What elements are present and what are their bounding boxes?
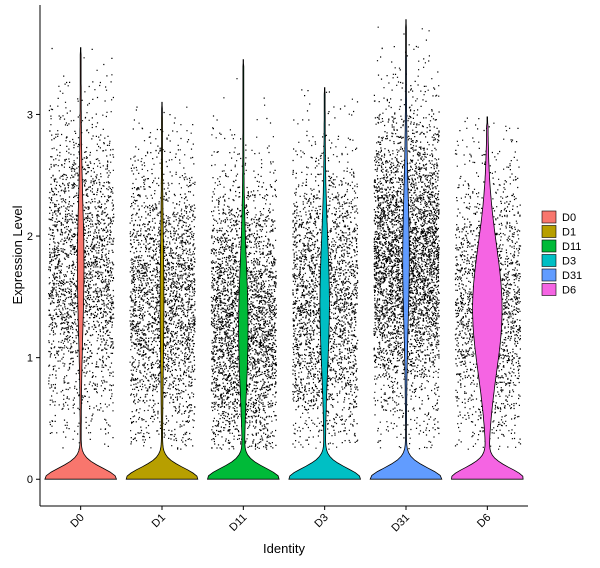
y-ticks: 0 1 2 3: [27, 109, 40, 486]
x-tick-label: D0: [68, 512, 86, 530]
y-axis-title: Expression Level: [10, 205, 25, 304]
y-tick-label: 2: [27, 231, 33, 243]
legend-label: D0: [562, 212, 576, 224]
violin-D0: [44, 47, 118, 480]
y-tick-label: 0: [27, 474, 33, 486]
legend-key-D0: [541, 210, 557, 224]
legend-label: D6: [562, 285, 576, 297]
x-axis-title: Identity: [263, 541, 305, 556]
jitter-points-D6: [454, 117, 522, 450]
violin-D3: [288, 87, 362, 480]
legend-key-D11: [541, 239, 557, 253]
x-tick-label: D6: [475, 512, 493, 530]
x-tick-label: D11: [227, 512, 249, 534]
y-tick-label: 1: [27, 353, 33, 365]
legend-label: D11: [562, 241, 581, 253]
x-ticks: D0 D1 D11 D3 D31 D6: [68, 506, 493, 534]
violins: [44, 19, 524, 480]
violin-D1: [125, 101, 199, 480]
legend-label: D1: [562, 227, 576, 239]
violin-D31: [369, 19, 443, 480]
jitter-points-D0: [48, 47, 115, 450]
legend-key-D3: [541, 254, 557, 267]
y-tick-label: 3: [27, 109, 33, 121]
x-tick-label: D31: [389, 512, 412, 535]
x-tick-label: D3: [312, 512, 330, 530]
violin-D11: [206, 59, 280, 480]
legend-key-D31: [541, 268, 557, 282]
legend-key-D1: [541, 225, 557, 238]
legend-key-D6: [541, 283, 557, 296]
legend: D0 D1 D11 D3 D31 D6: [541, 210, 582, 297]
jitter-points: [48, 26, 522, 450]
violin-D6: [451, 116, 524, 480]
legend-label: D31: [562, 270, 582, 282]
legend-label: D3: [562, 256, 576, 268]
x-tick-label: D1: [150, 512, 168, 530]
